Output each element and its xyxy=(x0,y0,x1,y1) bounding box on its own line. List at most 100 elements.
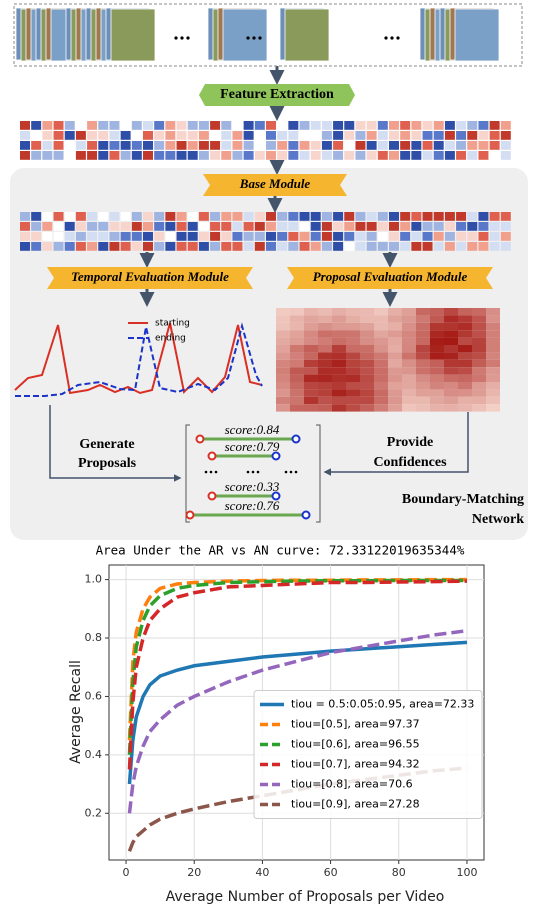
frame xyxy=(285,9,329,61)
feature-cell xyxy=(423,121,433,130)
feature-cell xyxy=(65,242,75,251)
heatmap-cell xyxy=(472,397,486,404)
heatmap-cell xyxy=(290,367,304,374)
heatmap-cell xyxy=(444,367,458,374)
heatmap-cell xyxy=(276,338,290,345)
provide: Confidences xyxy=(373,455,447,470)
feature-cell xyxy=(20,242,30,251)
heatmap-cell xyxy=(290,345,304,352)
feature-cell xyxy=(490,121,500,130)
feature-cell xyxy=(367,222,377,231)
feature-cell xyxy=(367,141,377,150)
feature-cell xyxy=(210,141,220,150)
heatmap-cell xyxy=(276,323,290,330)
dot xyxy=(210,471,213,474)
feature-cell xyxy=(54,141,64,150)
feature-cell xyxy=(311,121,321,130)
feature-cell xyxy=(210,232,220,241)
feature-cell xyxy=(210,131,220,140)
feature-cell xyxy=(177,121,187,130)
feature-cell xyxy=(42,151,52,160)
heatmap-cell xyxy=(290,308,304,315)
feature-cell xyxy=(98,242,108,251)
feature-cell xyxy=(109,222,119,231)
heatmap-cell xyxy=(430,404,444,411)
heatmap-cell xyxy=(374,367,388,374)
feature-cell xyxy=(54,222,64,231)
feature-cell xyxy=(232,222,242,231)
feature-cell xyxy=(188,212,198,221)
feature-cell xyxy=(143,141,153,150)
feature-cell xyxy=(266,242,276,251)
feature-cell xyxy=(121,212,131,221)
feature-cell xyxy=(143,151,153,160)
heatmap-cell xyxy=(332,308,346,315)
feature-cell xyxy=(188,232,198,241)
feature-cell xyxy=(210,151,220,160)
heatmap-cell xyxy=(290,315,304,322)
heatmap-cell xyxy=(444,404,458,411)
heatmap-cell xyxy=(318,375,332,382)
feature-cell xyxy=(87,242,97,251)
feature-cell xyxy=(87,222,97,231)
heatmap-cell xyxy=(360,375,374,382)
feature-cell xyxy=(199,222,209,231)
heatmap-cell xyxy=(416,375,430,382)
feature-cell xyxy=(367,232,377,241)
feature-grid xyxy=(20,121,511,160)
heatmap-cell xyxy=(430,323,444,330)
heatmap-cell xyxy=(318,345,332,352)
feature-cell xyxy=(165,141,175,150)
heatmap-cell xyxy=(486,345,500,352)
feature-cell xyxy=(400,212,410,221)
heatmap-cell xyxy=(304,308,318,315)
heatmap-cell xyxy=(276,308,290,315)
feature-cell xyxy=(154,141,164,150)
x-tick-label: 0 xyxy=(123,866,130,879)
heatmap-cell xyxy=(346,315,360,322)
feature-cell xyxy=(65,141,75,150)
feature-cell xyxy=(143,242,153,251)
chart-title: Area Under the AR vs AN curve: 72.331220… xyxy=(96,543,465,558)
feature-cell xyxy=(467,222,477,231)
x-axis-label: Average Number of Proposals per Video xyxy=(166,889,445,905)
heatmap-cell xyxy=(360,389,374,396)
feature-cell xyxy=(344,121,354,130)
x-tick-label: 40 xyxy=(255,866,269,879)
feature-cell xyxy=(154,232,164,241)
feature-cell xyxy=(501,222,511,231)
feature-cell xyxy=(20,222,30,231)
heatmap-cell xyxy=(472,308,486,315)
feature-cell xyxy=(445,242,455,251)
heatmap-cell xyxy=(402,345,416,352)
heatmap-cell xyxy=(346,323,360,330)
feature-cell xyxy=(31,242,41,251)
feature-cell xyxy=(98,141,108,150)
feature-cell xyxy=(109,242,119,251)
feature-cell xyxy=(322,131,332,140)
feature-cell xyxy=(478,242,488,251)
feature-cell xyxy=(490,232,500,241)
temporal-module: Temporal Evaluation Module xyxy=(71,269,229,284)
feature-cell xyxy=(355,141,365,150)
feature-cell xyxy=(389,121,399,130)
score: score:0.84 xyxy=(225,422,280,437)
feature-cell xyxy=(423,131,433,140)
feature-cell xyxy=(177,242,187,251)
feature-cell xyxy=(244,131,254,140)
feature-cell xyxy=(434,222,444,231)
heatmap-cell xyxy=(276,367,290,374)
heatmap-cell xyxy=(290,360,304,367)
feature-cell xyxy=(266,212,276,221)
feature-cell xyxy=(367,212,377,221)
heatmap-cell xyxy=(486,338,500,345)
feature-cell xyxy=(367,242,377,251)
heatmap-cell xyxy=(444,352,458,359)
legend-label: tiou=[0.9], area=27.28 xyxy=(291,798,420,811)
heatmap-cell xyxy=(332,404,346,411)
feature-cell xyxy=(232,151,242,160)
heatmap-cell xyxy=(318,330,332,337)
feature-cell xyxy=(177,232,187,241)
feature-cell xyxy=(121,151,131,160)
feature-cell xyxy=(456,212,466,221)
